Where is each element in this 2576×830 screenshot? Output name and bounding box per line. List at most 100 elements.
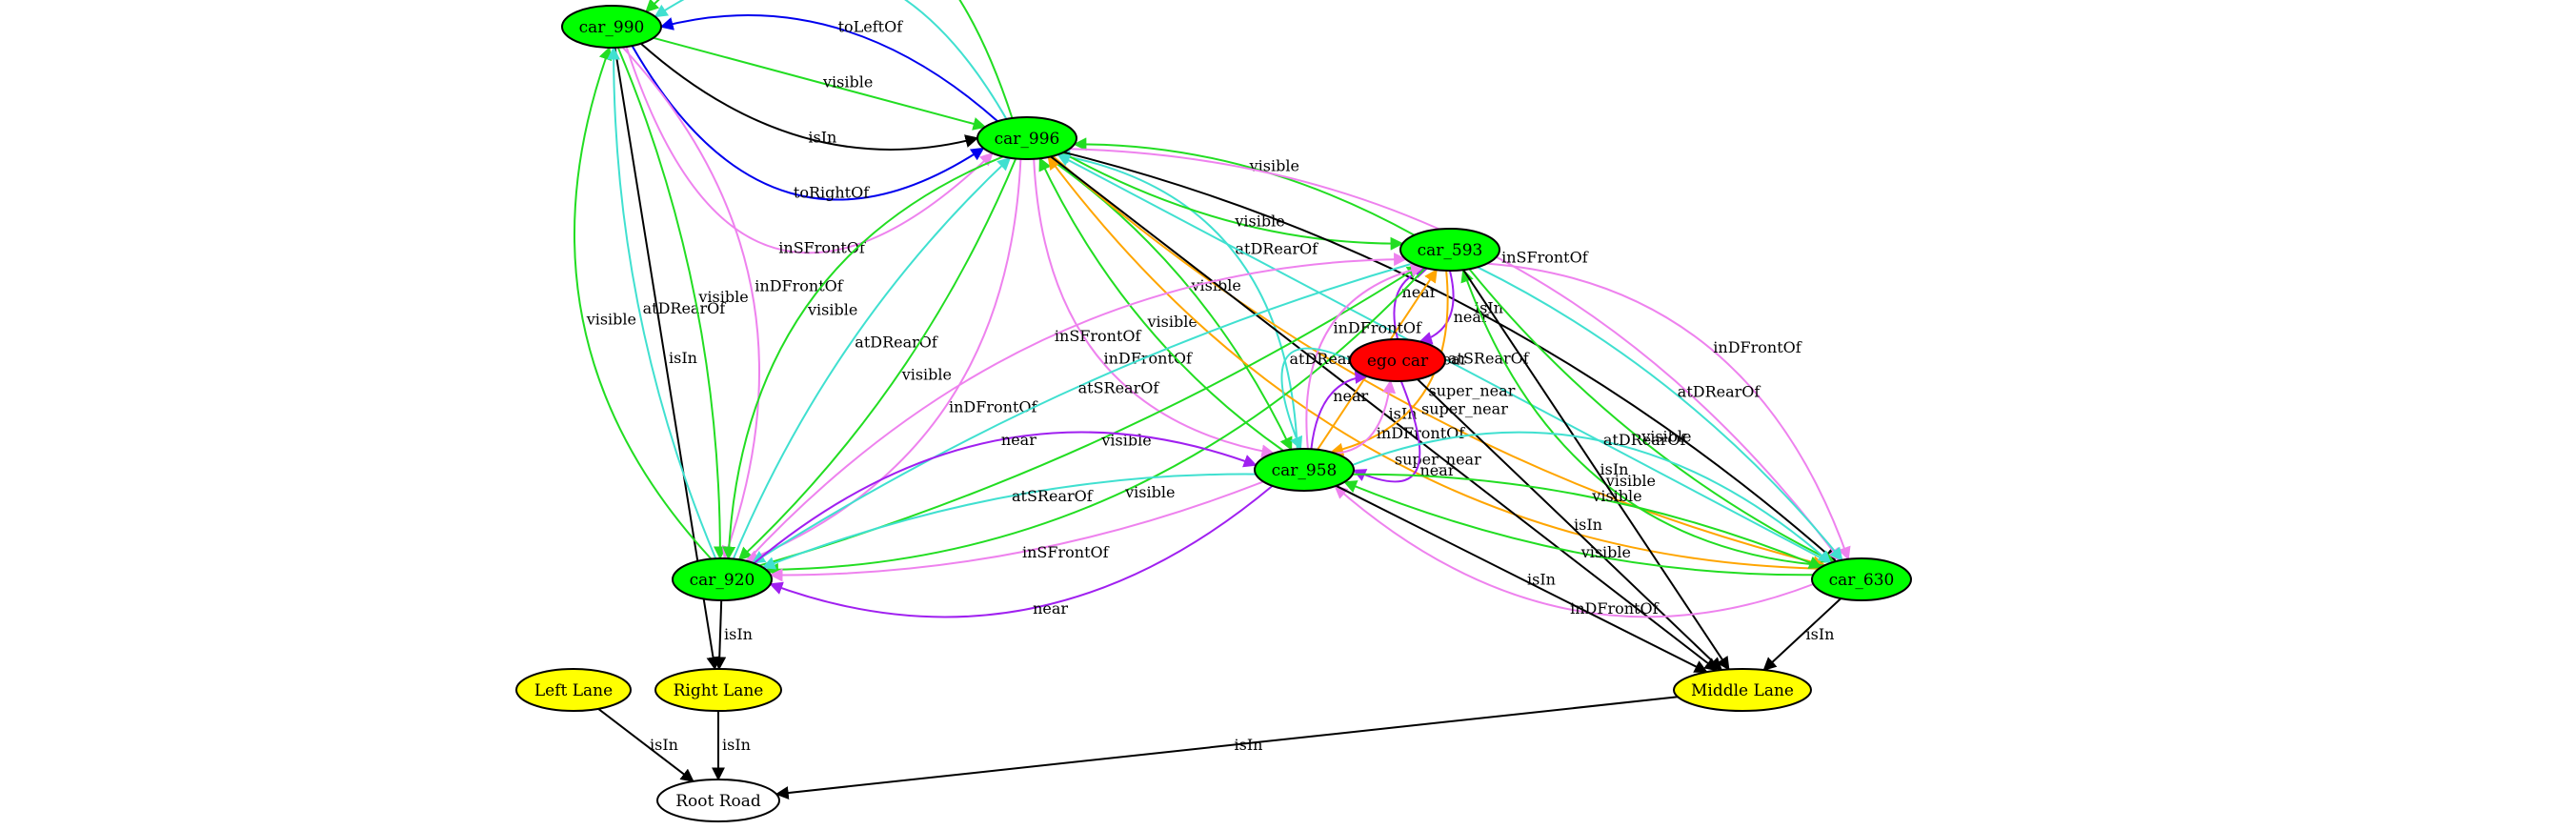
edge-car-920-insfrontof-car-593: inSFrontOf: [746, 253, 1408, 562]
edge-label: inDFrontOf: [1334, 318, 1422, 336]
edge-label: visible: [822, 73, 873, 91]
node-shape: [561, 5, 662, 49]
edge-line: [1419, 270, 1455, 345]
edge-label: super_near: [1395, 451, 1481, 469]
edge-label: near: [1001, 431, 1036, 449]
edge-car-958-insfrontof-car-920: inSFrontOf: [769, 480, 1264, 582]
node-shape: [1399, 228, 1500, 272]
edge-label: isIn: [724, 625, 753, 643]
edge-line: [1069, 148, 1841, 562]
edge-car-593-indfrontof-car-630: inDFrontOf: [1486, 262, 1851, 561]
edge-car-593-atsrearof-car-920: atSRearOf: [751, 262, 1414, 564]
edge-car-996-visible-car-920: visible: [737, 158, 1017, 561]
edge-line: [654, 0, 1008, 120]
edge-car-593-visible-car-630: visible: [1468, 268, 1836, 563]
edge-line: [653, 36, 987, 131]
edge-label: inSFrontOf: [1501, 248, 1589, 266]
edge-car-593-atdrearof-car-630: atDRearOf: [1477, 266, 1843, 561]
edge-label: atSRearOf: [1448, 350, 1530, 368]
node-car-593: car_593: [1399, 228, 1500, 272]
edge-line: [631, 45, 985, 201]
edge-ego-car-isin-middle-lane: isIn: [1417, 378, 1723, 671]
edge-line: [1073, 137, 1416, 236]
edge-car-958-atsrearof-car-920: atSRearOf: [761, 473, 1257, 570]
edge-car-920-near-car-958: near: [753, 431, 1258, 564]
edge-line: [640, 42, 979, 151]
edge-line: [1061, 152, 1404, 251]
edge-line: [1468, 268, 1836, 563]
edge-car-996-visible-car-990: visible: [645, 0, 1014, 119]
edge-line: [1047, 156, 1293, 452]
node-root-road: Root Road: [656, 779, 780, 822]
edge-car-996-indfrontof-car-958: inDFrontOf: [1033, 158, 1276, 458]
edge-line: [1334, 485, 1814, 618]
edge-car-990-indfrontof-car-920: inDFrontOf: [621, 46, 844, 560]
edge-label: inDFrontOf: [1377, 424, 1465, 442]
node-car-996: car_996: [976, 116, 1077, 160]
edge-car-958-indfrontof-ego-car: inDFrontOf: [1335, 379, 1465, 455]
edge-car-990-visible-car-920: visible: [616, 47, 749, 560]
edge-line: [1352, 380, 1421, 483]
edge-label: atDRearOf: [1603, 431, 1687, 449]
edge-line: [1050, 155, 1719, 672]
edge-line: [761, 473, 1257, 570]
edge-line: [769, 485, 1274, 618]
edge-label: visible: [697, 288, 748, 306]
edge-middle-lane-isin-root-road: isIn: [775, 696, 1679, 800]
edge-car-996-visible-car-920: visible: [722, 155, 1004, 560]
node-ego-car: ego car: [1349, 338, 1446, 382]
edge-line: [1310, 370, 1369, 450]
edge-car-996-insfrontof-car-630: inSFrontOf: [1069, 148, 1841, 562]
edge-line: [758, 265, 1421, 567]
edge-label: toRightOf: [794, 183, 870, 201]
node-shape: [1349, 338, 1446, 382]
edge-label: isIn: [669, 349, 697, 367]
edge-line: [1329, 270, 1449, 456]
edge-line: [659, 14, 998, 123]
edge-line: [574, 46, 713, 560]
edge-label: near: [1333, 387, 1368, 405]
edge-line: [1305, 263, 1425, 450]
node-car-920: car_920: [672, 557, 773, 601]
edge-line: [1417, 378, 1723, 671]
edge-line: [769, 480, 1264, 582]
edge-label: visible: [807, 300, 857, 318]
edge-car-920-isin-right-lane: isIn: [713, 599, 753, 671]
edge-line: [746, 253, 1408, 562]
node-label: Left Lane: [534, 681, 613, 700]
edge-label: isIn: [808, 128, 836, 146]
edge-ego-car-near-car-958: near: [1352, 380, 1456, 483]
edge-line: [645, 0, 1014, 119]
edge-car-630-visible-car-593: visible: [1460, 268, 1825, 567]
edge-label: isIn: [650, 736, 678, 754]
edge-line: [751, 262, 1414, 564]
edge-car-958-atdrearof-car-630: atDRearOf: [1352, 431, 1832, 564]
edge-line: [625, 46, 994, 254]
node-label: car_630: [1829, 571, 1895, 590]
edge-line: [744, 158, 1022, 563]
node-label: car_920: [690, 571, 755, 590]
edge-label: super_near: [1421, 400, 1508, 418]
edge-label: atSRearOf: [1012, 487, 1094, 505]
edge-line: [1047, 155, 1820, 570]
edge-car-630-indfrontof-car-958: inDFrontOf: [1334, 485, 1814, 618]
edge-label: inSFrontOf: [1055, 327, 1142, 345]
edge-line: [737, 158, 1017, 561]
edge-label: atDRearOf: [855, 333, 938, 351]
edge-line: [1352, 473, 1822, 569]
edge-car-958-isin-middle-lane: isIn: [1336, 484, 1708, 674]
edge-label: inSFrontOf: [1022, 543, 1110, 561]
node-shape: [1673, 668, 1812, 712]
edge-line: [607, 46, 717, 559]
edge-label: isIn: [1600, 460, 1629, 478]
node-label: car_593: [1418, 241, 1483, 260]
edge-car-920-visible-car-593: visible: [758, 265, 1421, 567]
edge-label: visible: [1580, 543, 1631, 561]
edge-line: [753, 431, 1258, 564]
edge-line: [775, 696, 1679, 800]
edge-label: atDRearOf: [643, 299, 727, 317]
edge-car-990-visible-car-996: visible: [653, 36, 987, 131]
node-shape: [672, 557, 773, 601]
edge-left-lane-isin-root-road: isIn: [597, 708, 694, 782]
